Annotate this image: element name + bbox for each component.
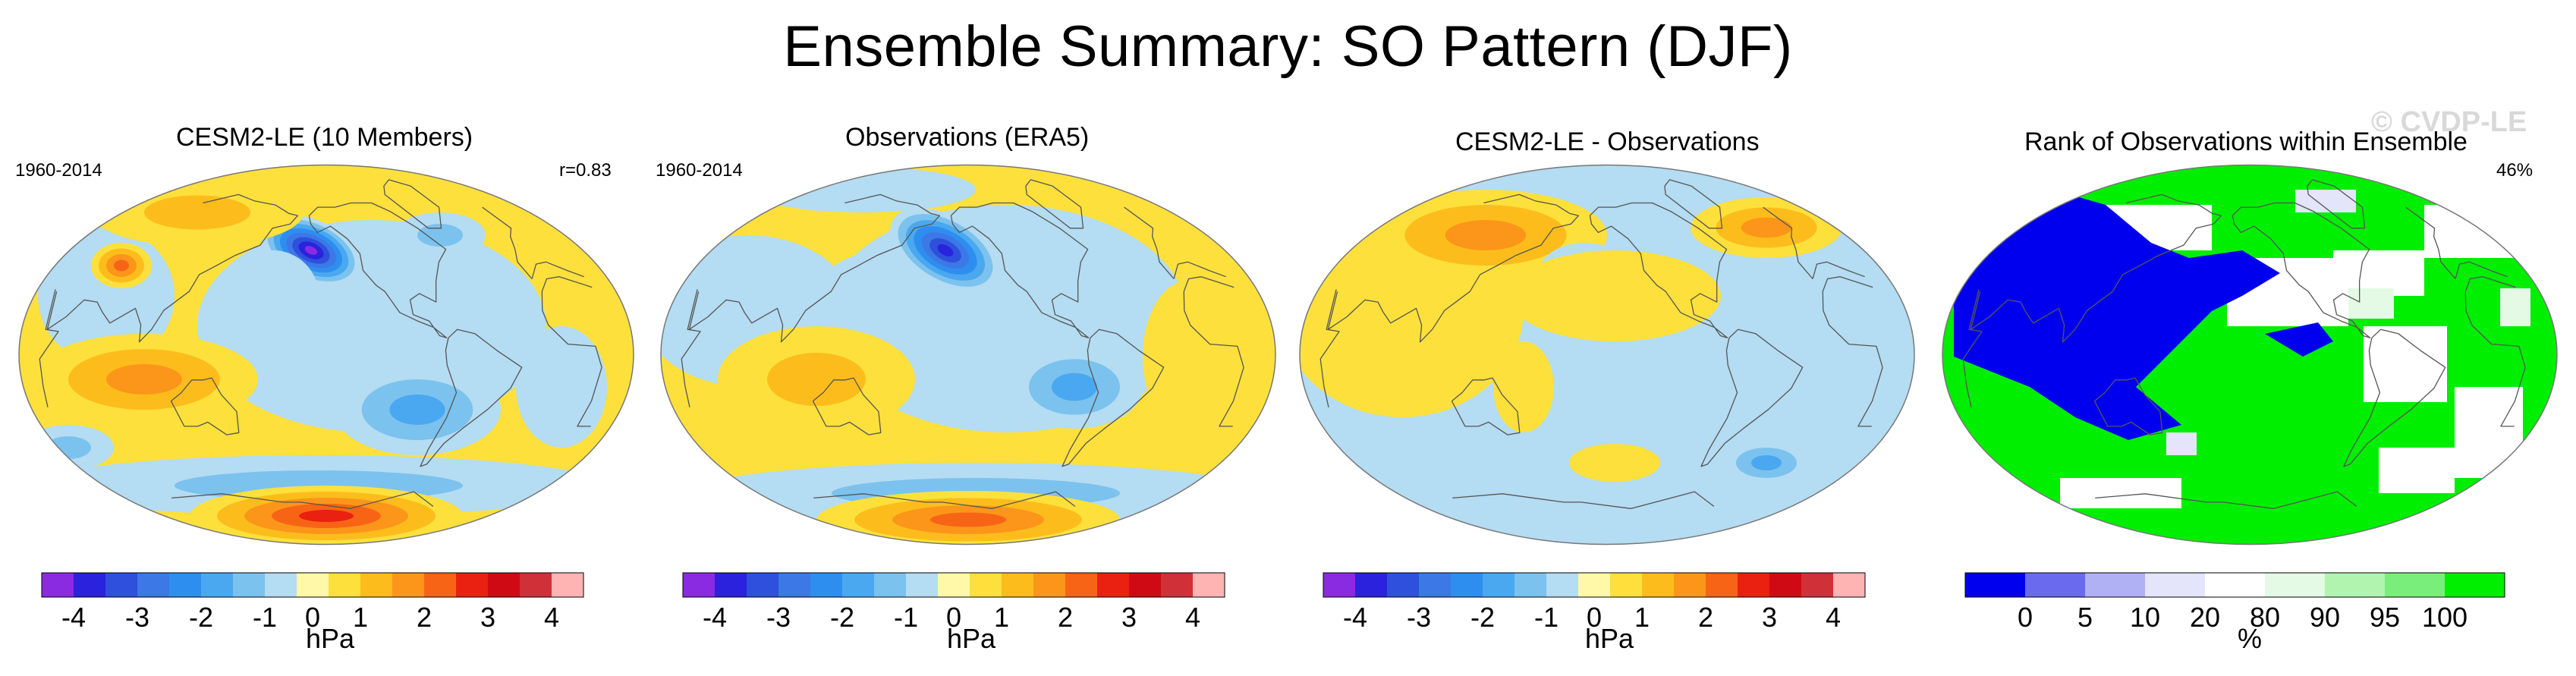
svg-text:-2: -2: [189, 602, 213, 633]
panel-2-period: 1960-2014: [656, 160, 743, 181]
svg-text:0: 0: [946, 602, 961, 633]
svg-text:-4: -4: [703, 602, 727, 633]
svg-text:-4: -4: [61, 602, 86, 633]
panel-4-title: Rank of Observations within Ensemble: [2024, 127, 2467, 156]
svg-text:1: 1: [1634, 602, 1650, 633]
svg-text:2: 2: [1698, 602, 1713, 633]
svg-text:4: 4: [544, 602, 559, 633]
svg-text:3: 3: [1762, 602, 1777, 633]
panel-2-title: Observations (ERA5): [845, 123, 1090, 152]
panel-4-percent: 46%: [2496, 160, 2534, 181]
colorbar-4-unit: %: [2237, 623, 2262, 654]
map-observations: [660, 164, 1276, 546]
map-difference: [1299, 164, 1915, 546]
svg-text:3: 3: [1121, 602, 1137, 633]
svg-text:0: 0: [305, 602, 320, 633]
svg-text:-3: -3: [1407, 602, 1431, 633]
colorbar-1-unit: hPa: [305, 623, 355, 654]
svg-text:3: 3: [480, 602, 495, 633]
svg-text:-3: -3: [125, 602, 149, 633]
colorbar-3-unit: hPa: [1584, 623, 1634, 654]
svg-text:95: 95: [2370, 602, 2400, 633]
svg-text:20: 20: [2190, 602, 2220, 633]
map-rank: [1942, 164, 2558, 546]
main-title: Ensemble Summary: SO Pattern (DJF): [783, 14, 1793, 79]
svg-text:4: 4: [1185, 602, 1200, 633]
svg-text:-1: -1: [1534, 602, 1558, 633]
svg-text:-2: -2: [1470, 602, 1495, 633]
colorbar-2-unit: hPa: [946, 623, 996, 654]
colorbar-3: -4 -3 -2 -1 0 1 2 3 4: [1323, 572, 1866, 633]
svg-text:-3: -3: [766, 602, 791, 633]
svg-text:1: 1: [994, 602, 1009, 633]
svg-text:2: 2: [417, 602, 432, 633]
svg-text:0: 0: [2018, 602, 2033, 633]
svg-text:0: 0: [1587, 602, 1602, 633]
svg-text:-1: -1: [253, 602, 277, 633]
svg-text:-2: -2: [830, 602, 854, 633]
svg-text:4: 4: [1826, 602, 1841, 633]
svg-text:-1: -1: [894, 602, 918, 633]
svg-text:80: 80: [2250, 602, 2280, 633]
svg-text:1: 1: [353, 602, 368, 633]
panel-1-period: 1960-2014: [15, 160, 102, 181]
colorbar-2: -4 -3 -2 -1 0 1 2 3 4: [682, 572, 1225, 633]
panel-1-correlation: r=0.83: [559, 160, 612, 181]
svg-text:5: 5: [2077, 602, 2093, 633]
svg-text:2: 2: [1058, 602, 1073, 633]
colorbar-4: 0 5 10 20 80 90 95 100: [1964, 572, 2505, 633]
svg-text:90: 90: [2310, 602, 2340, 633]
map-cesm2-le: [18, 164, 634, 546]
panel-3-title: CESM2-LE - Observations: [1455, 127, 1760, 156]
watermark: © CVDP-LE: [2371, 106, 2527, 138]
colorbar-1: -4 -3 -2 -1 0 1 2 3 4: [41, 572, 584, 633]
svg-text:-4: -4: [1343, 602, 1367, 633]
svg-text:100: 100: [2422, 602, 2467, 633]
svg-text:10: 10: [2130, 602, 2160, 633]
panel-1-title: CESM2-LE (10 Members): [176, 123, 473, 152]
